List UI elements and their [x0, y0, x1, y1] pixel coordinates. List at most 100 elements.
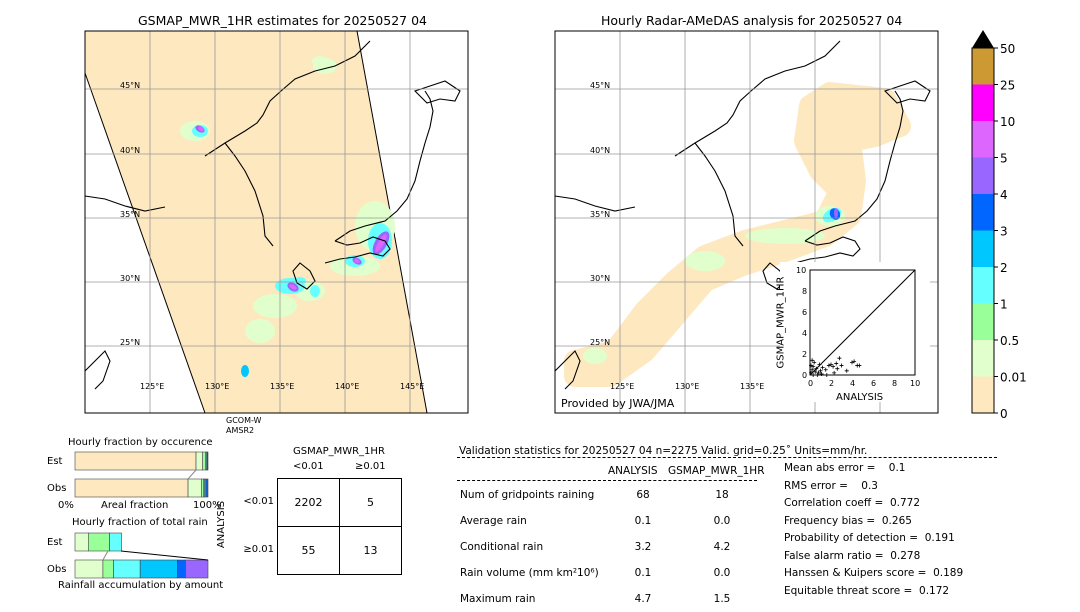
data-point — [809, 363, 814, 368]
obs-label-2: Obs — [47, 564, 67, 575]
score-line: Equitable threat score = 0.172 — [784, 584, 950, 597]
right-map: 45°N 40°N 35°N 30°N 25°N 125°E 130°E 135°E — [554, 30, 939, 414]
data-point — [844, 368, 849, 373]
data-point — [831, 364, 836, 369]
data-point — [826, 363, 831, 368]
colorbar: 50 25 10 5 4 3 2 1 0.5 0.01 0 — [971, 30, 1027, 421]
stats-a: 0.1 — [634, 515, 652, 527]
data-point — [832, 370, 837, 375]
colorbar-segment — [972, 84, 994, 121]
stats-col-gsmap: GSMAP_MWR_1HR — [668, 465, 765, 477]
coastline — [554, 40, 931, 390]
score-line: False alarm ratio = 0.278 — [784, 549, 921, 562]
stats-header: Validation statistics for 20250527 04 n=… — [459, 445, 868, 457]
coastline-segment — [804, 90, 904, 242]
colorbar-label: 4 — [1000, 188, 1008, 202]
col-header-1: ≥0.01 — [355, 461, 386, 472]
right-map-title: Hourly Radar-AMeDAS analysis for 2025052… — [601, 13, 903, 28]
data-point — [810, 367, 815, 372]
rain-max — [354, 258, 360, 264]
data-point — [814, 366, 819, 371]
left-map: 45°N 40°N 35°N 30°N 25°N 125°E 130°E 135°E 140°E… — [84, 30, 469, 414]
x-tick: 10 — [910, 379, 920, 388]
lon-label: 135°E — [740, 382, 764, 391]
colorbar-segment — [972, 230, 994, 267]
connector — [102, 550, 109, 561]
stats-label: Num of gridpoints raining — [460, 489, 595, 501]
coastline-segment — [674, 40, 841, 157]
sensor-label: GCOM-W AMSR2 — [226, 416, 261, 436]
stats-label: Rain volume (mm km²10⁶) — [460, 567, 599, 579]
fraction-bars — [74, 451, 209, 579]
colorbar-segment — [972, 194, 994, 231]
lon-label: 130°E — [205, 382, 229, 391]
rain-patch — [310, 285, 320, 297]
data-point — [811, 364, 816, 369]
row-header-0: <0.01 — [243, 496, 274, 507]
scatter-inset-bg — [780, 262, 930, 402]
stats-b: 0.0 — [713, 567, 731, 579]
cell-hit: 13 — [339, 526, 402, 575]
lon-label: 135°E — [270, 382, 294, 391]
coastline-segment — [204, 40, 371, 157]
satellite-swath — [85, 31, 427, 413]
coastline-segment — [554, 350, 581, 390]
obs-label: Obs — [47, 483, 67, 494]
rain-patch — [583, 348, 607, 364]
data-point — [819, 371, 824, 376]
data-point — [817, 362, 822, 367]
x-tick: 0 — [808, 379, 813, 388]
lat-label: 40°N — [590, 146, 610, 155]
coastline-segment — [324, 236, 391, 264]
colorbar-label: 0 — [1000, 407, 1008, 421]
score-line: Hanssen & Kuipers score = 0.189 — [784, 567, 964, 579]
rain-patch — [685, 251, 725, 271]
est-label-2: Est — [47, 537, 63, 548]
rain-max — [375, 234, 387, 252]
rain-max — [289, 284, 297, 290]
scatter-frame — [809, 269, 916, 376]
rain-fraction-segment — [113, 559, 141, 579]
occurrence-segment — [205, 478, 209, 498]
stats-a: 3.2 — [634, 541, 652, 553]
radar-coverage — [564, 82, 911, 387]
colorbar-segment — [972, 376, 994, 413]
score-line: Probability of detection = 0.191 — [784, 532, 955, 544]
connector — [187, 469, 197, 480]
sensor-satellite: GCOM-W — [226, 416, 262, 425]
stats-label: Average rain — [460, 515, 527, 527]
data-point — [818, 368, 823, 373]
stats-b: 18 — [715, 489, 729, 501]
connector — [120, 550, 209, 561]
lon-label: 125°E — [610, 382, 634, 391]
lat-label: 35°N — [590, 210, 610, 219]
data-point — [810, 358, 815, 363]
data-point — [829, 362, 833, 367]
y-tick: 6 — [802, 308, 807, 317]
colorbar-label: 0.5 — [1000, 334, 1019, 348]
y-tick: 0 — [802, 371, 807, 380]
y-tick: 4 — [802, 329, 807, 338]
extend-triangle — [972, 30, 994, 48]
divider — [457, 457, 997, 458]
occurrence-xlabel: Areal fraction — [101, 500, 169, 511]
stats-a: 68 — [636, 489, 650, 501]
coastline-segment — [84, 350, 111, 390]
scatter-plot: 00 2 2 4 4 6 6 8 8 10 10 — [796, 266, 920, 388]
data-point — [835, 366, 840, 371]
rain-patch — [253, 294, 297, 318]
y-tick: 2 — [802, 350, 807, 359]
occurrence-segment — [74, 478, 189, 498]
y-tick: 8 — [802, 287, 807, 296]
colorbar-label: 1 — [1000, 298, 1008, 312]
data-point — [811, 373, 816, 377]
colorbar-label: 25 — [1000, 79, 1015, 93]
occurrence-segment — [74, 451, 197, 471]
colorbar-label: 5 — [1000, 152, 1008, 166]
score-line: Frequency bias = 0.265 — [784, 514, 912, 527]
stats-label: Conditional rain — [460, 541, 544, 553]
colorbar-label: 10 — [1000, 115, 1015, 129]
xtick-100: 100% — [193, 500, 222, 511]
lat-label: 30°N — [590, 274, 610, 283]
